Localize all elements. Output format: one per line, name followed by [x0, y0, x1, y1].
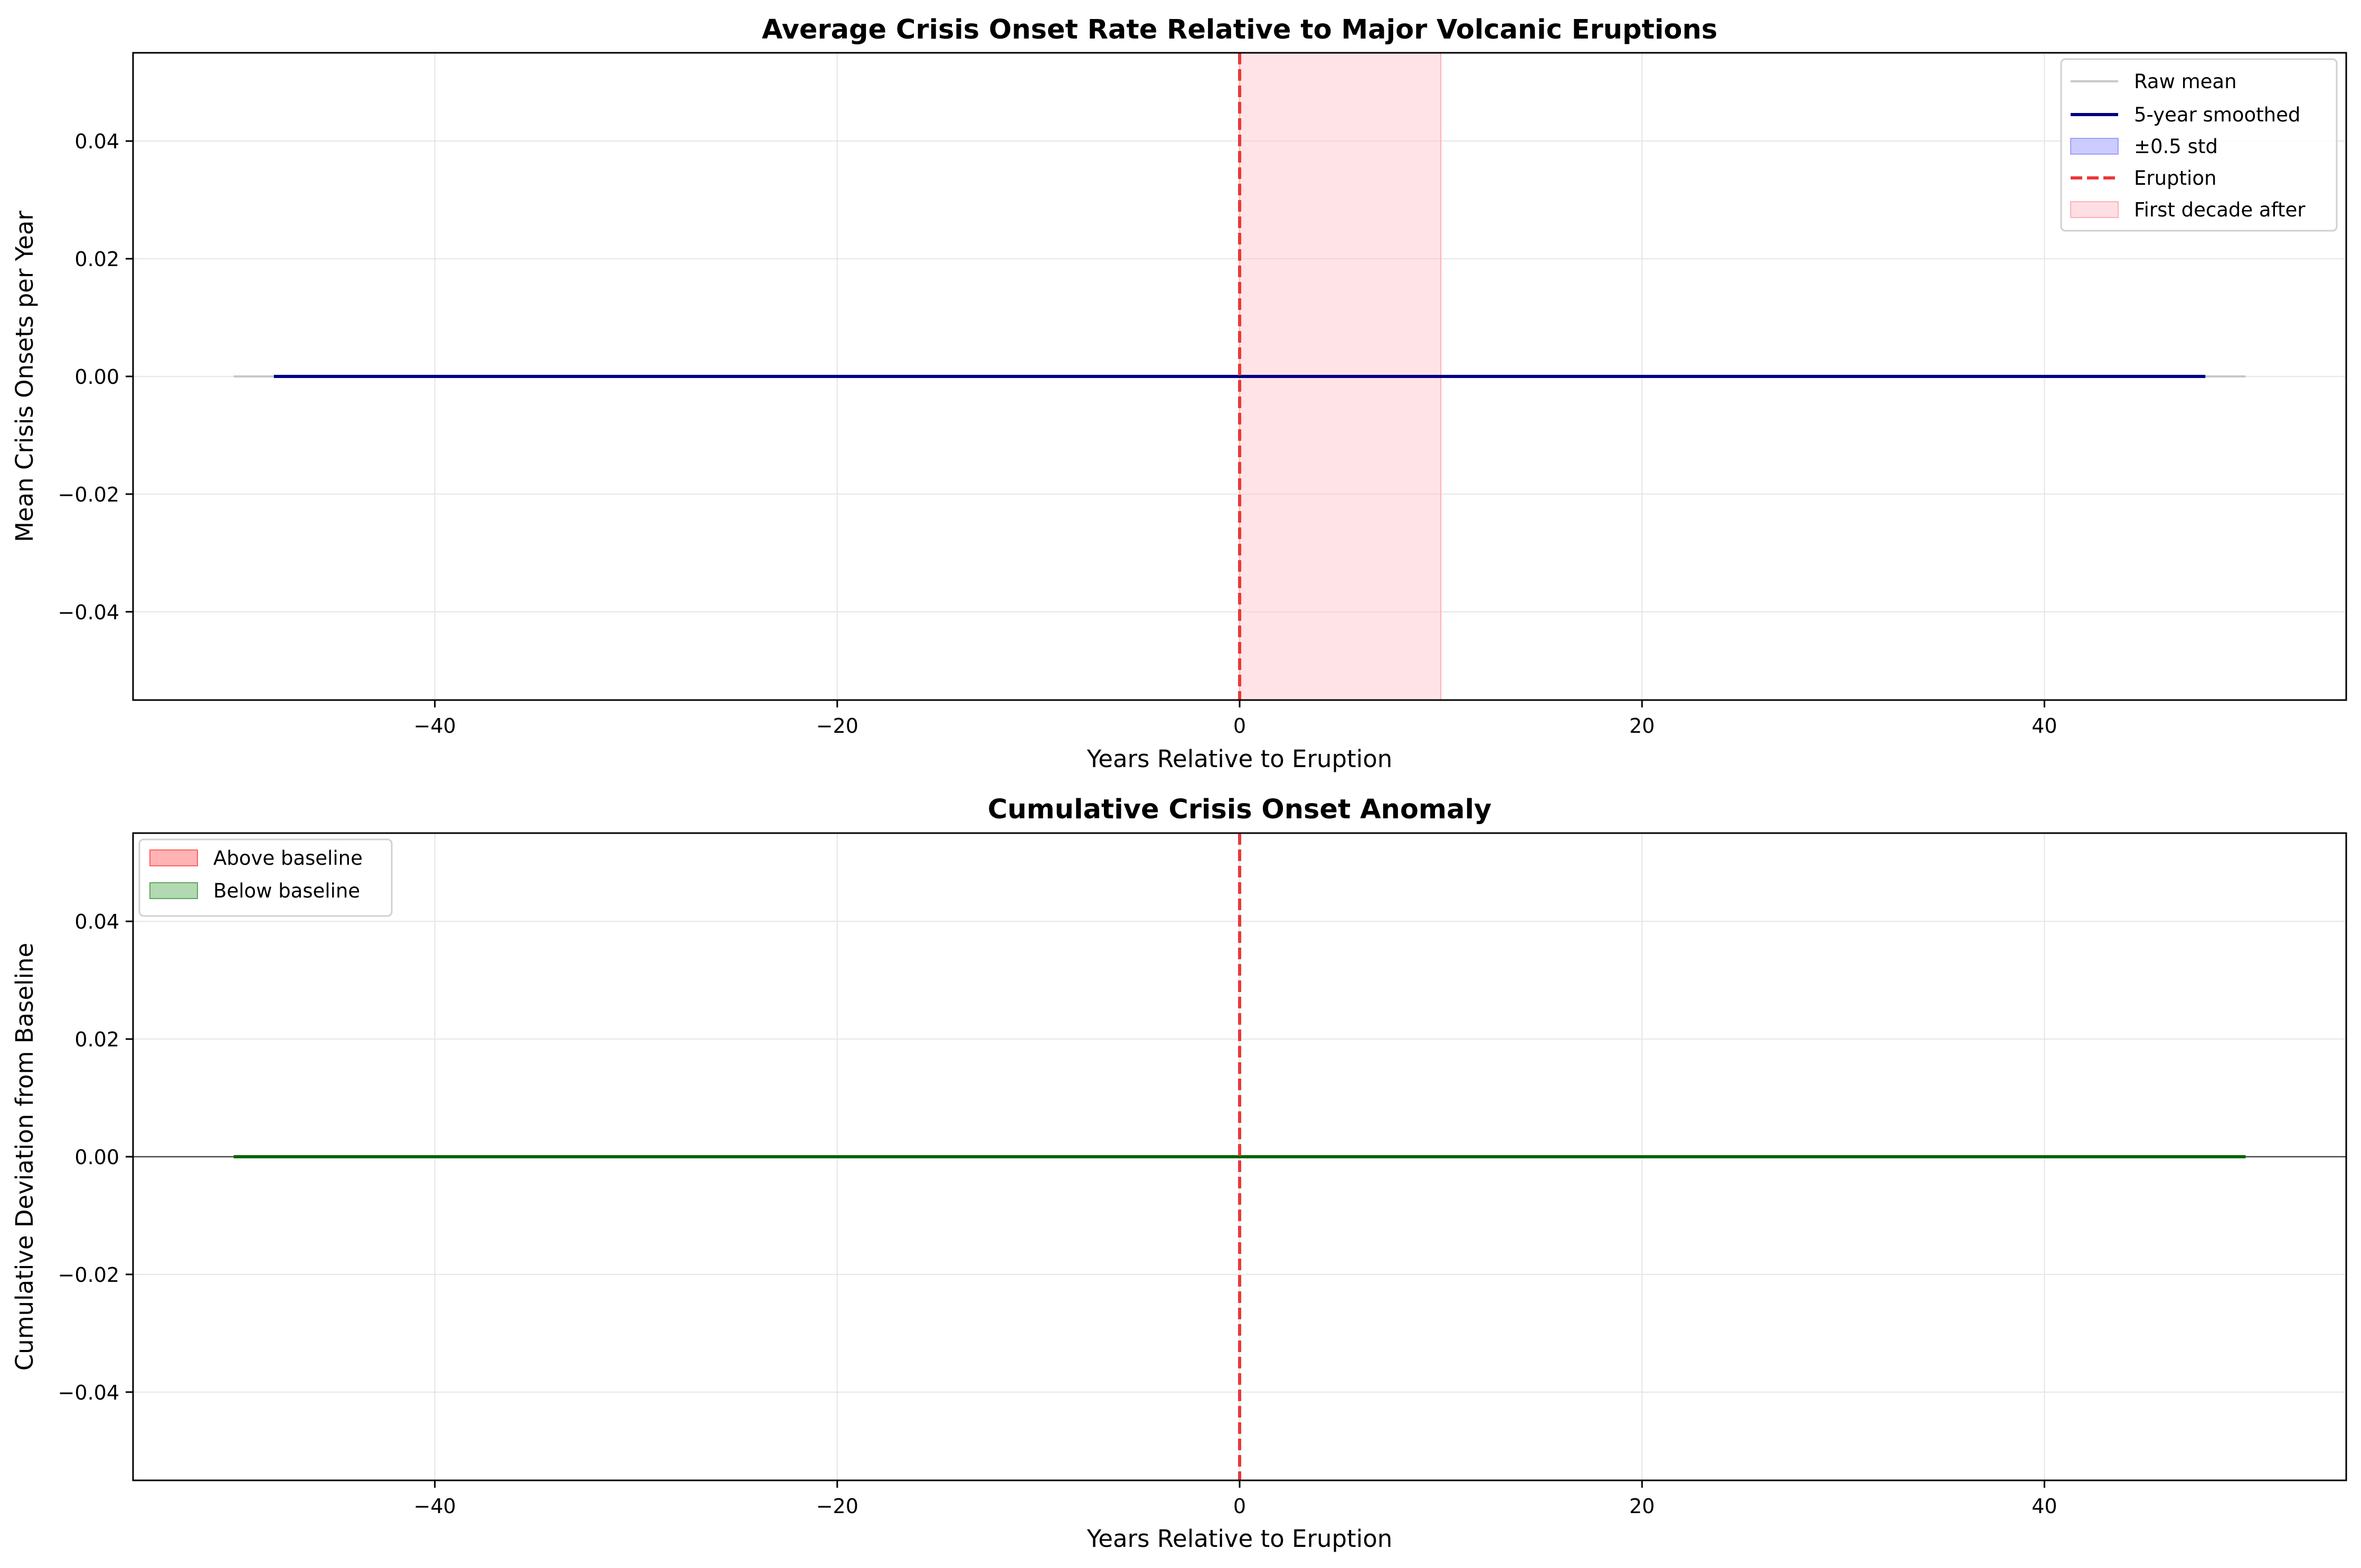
- cumulative-anomaly-panel: Cumulative Crisis Onset Anomaly −40 −20 0 2…: [11, 794, 2347, 1553]
- x-tick-label: −20: [816, 1495, 858, 1518]
- axis-ticks: −40 −20 0 20 40 −0.04 −0.02 0.00 0.02 0.04: [58, 910, 2057, 1518]
- y-tick-label: 0.04: [74, 910, 119, 933]
- legend-label-std-band: ±0.5 std: [2134, 135, 2218, 158]
- chart-title: Cumulative Crisis Onset Anomaly: [988, 794, 1491, 825]
- legend-label-eruption: Eruption: [2134, 167, 2216, 190]
- legend-swatch-above-baseline: [149, 849, 198, 866]
- y-tick-label: −0.02: [58, 1263, 119, 1287]
- legend-swatch-std-band: [2070, 138, 2119, 155]
- legend-swatch-below-baseline: [149, 882, 198, 899]
- axis-ticks: −40 −20 0 20 40 −0.04 −0.02 0.00 0.02 0.04: [58, 130, 2057, 738]
- legend-label-raw-mean: Raw mean: [2134, 70, 2237, 93]
- x-tick-label: 40: [2032, 714, 2057, 738]
- x-tick-label: −20: [816, 714, 858, 738]
- legend-frame: [138, 838, 393, 917]
- plot-marks: [233, 52, 2246, 701]
- legend-frame: [2060, 58, 2338, 232]
- y-tick-label: 0.04: [74, 130, 119, 153]
- legend: Raw mean 5-year smoothed ±0.5 std Erupti…: [2060, 58, 2338, 232]
- y-tick-label: −0.04: [58, 601, 119, 624]
- y-tick-label: −0.04: [58, 1381, 119, 1404]
- x-axis-label: Years Relative to Eruption: [1087, 745, 1393, 773]
- y-tick-label: 0.00: [74, 1146, 119, 1169]
- x-tick-label: −40: [414, 714, 456, 738]
- crisis-rate-panel: Average Crisis Onset Rate Relative to Ma…: [11, 14, 2347, 773]
- legend: Above baseline Below baseline: [138, 838, 393, 917]
- y-tick-label: −0.02: [58, 483, 119, 506]
- y-tick-label: 0.00: [74, 365, 119, 389]
- plot-marks: [133, 833, 2346, 1480]
- x-tick-label: −40: [414, 1495, 456, 1518]
- x-tick-label: 20: [1629, 1495, 1655, 1518]
- x-tick-label: 20: [1629, 714, 1655, 738]
- legend-label-above-baseline: Above baseline: [213, 847, 363, 870]
- y-tick-label: 0.02: [74, 1028, 119, 1051]
- chart-title: Average Crisis Onset Rate Relative to Ma…: [762, 14, 1717, 45]
- x-tick-label: 0: [1233, 714, 1246, 738]
- x-tick-label: 0: [1233, 1495, 1246, 1518]
- legend-label-first-decade: First decade after: [2134, 199, 2306, 221]
- y-tick-label: 0.02: [74, 248, 119, 271]
- legend-label-smoothed: 5-year smoothed: [2134, 103, 2300, 126]
- x-axis-label: Years Relative to Eruption: [1087, 1525, 1393, 1553]
- legend-label-below-baseline: Below baseline: [213, 880, 360, 902]
- y-axis-label: Mean Crisis Onsets per Year: [11, 211, 39, 542]
- legend-swatch-first-decade: [2070, 201, 2119, 218]
- x-tick-label: 40: [2032, 1495, 2057, 1518]
- y-axis-label: Cumulative Deviation from Baseline: [11, 943, 39, 1371]
